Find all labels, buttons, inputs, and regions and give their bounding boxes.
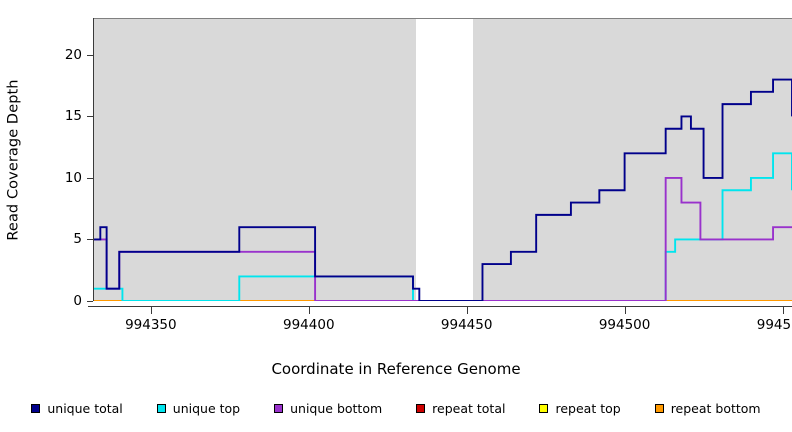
- x-axis-tick-label: 994350: [125, 317, 177, 333]
- y-axis-tick: [87, 301, 93, 302]
- series-layer: [94, 78, 792, 301]
- y-axis-title-text: Read Coverage Depth: [6, 79, 22, 241]
- series-line-unique-total: [94, 78, 792, 301]
- y-axis-tick-labels: 0 5 10 15 20: [38, 0, 82, 432]
- legend-item-repeat-top[interactable]: repeat top: [539, 400, 621, 416]
- legend-item-repeat-bottom[interactable]: repeat bottom: [654, 400, 761, 416]
- legend-label-unique-top: unique top: [172, 400, 241, 416]
- x-axis-tick: [782, 307, 784, 314]
- x-axis-tick-label: 994500: [598, 317, 651, 333]
- legend-item-unique-total[interactable]: unique total: [31, 400, 123, 416]
- y-axis-tick-label: 5: [73, 231, 82, 248]
- y-axis-line: [93, 18, 94, 301]
- x-axis-line: [88, 306, 792, 307]
- legend-label-repeat-bottom: repeat bottom: [670, 400, 761, 416]
- plot-area: [94, 18, 792, 301]
- legend-swatch-repeat-total: [416, 403, 426, 413]
- legend-label-repeat-top: repeat top: [555, 400, 621, 416]
- x-axis-tick: [466, 307, 468, 314]
- x-axis-tick: [150, 307, 152, 314]
- legend-swatch-repeat-top: [539, 403, 549, 413]
- y-axis-tick: [87, 54, 93, 56]
- y-axis-tick-label: 15: [64, 108, 82, 125]
- x-axis-tick: [308, 307, 310, 314]
- legend-label-unique-total: unique total: [47, 400, 123, 416]
- series-line-unique-top: [94, 152, 792, 301]
- legend-label-repeat-total: repeat total: [432, 400, 506, 416]
- y-axis-tick: [87, 239, 93, 241]
- legend-swatch-repeat-bottom: [654, 403, 664, 413]
- y-axis-tick-label: 10: [64, 169, 82, 186]
- y-axis-tick-label: 0: [73, 293, 82, 309]
- plot-top-rule: [94, 18, 792, 19]
- y-axis-tick-label: 20: [64, 46, 82, 63]
- legend-item-repeat-total[interactable]: repeat total: [416, 401, 505, 416]
- legend-swatch-unique-total: [31, 403, 41, 413]
- shaded-region: [473, 18, 792, 301]
- x-axis-tick-label: 994400: [282, 317, 335, 333]
- y-axis-tick: [87, 116, 93, 118]
- legend-swatch-unique-top: [156, 403, 166, 413]
- legend-swatch-unique-bottom: [274, 403, 284, 413]
- x-axis-tick-label: 994550: [756, 317, 792, 333]
- x-axis-tick: [624, 307, 626, 314]
- legend-item-unique-top[interactable]: unique top: [156, 400, 241, 416]
- legend-label-unique-bottom: unique bottom: [290, 400, 383, 416]
- x-axis-tick-label: 994450: [440, 317, 493, 333]
- legend-item-unique-bottom[interactable]: unique bottom: [274, 401, 382, 416]
- chart-legend: unique total unique top unique bottom repea…: [0, 398, 792, 418]
- y-axis-tick: [87, 177, 93, 179]
- y-axis-title: Read Coverage Depth: [0, 0, 28, 320]
- shaded-region: [94, 18, 417, 301]
- x-axis-title: Coordinate in Reference Genome: [271, 360, 521, 378]
